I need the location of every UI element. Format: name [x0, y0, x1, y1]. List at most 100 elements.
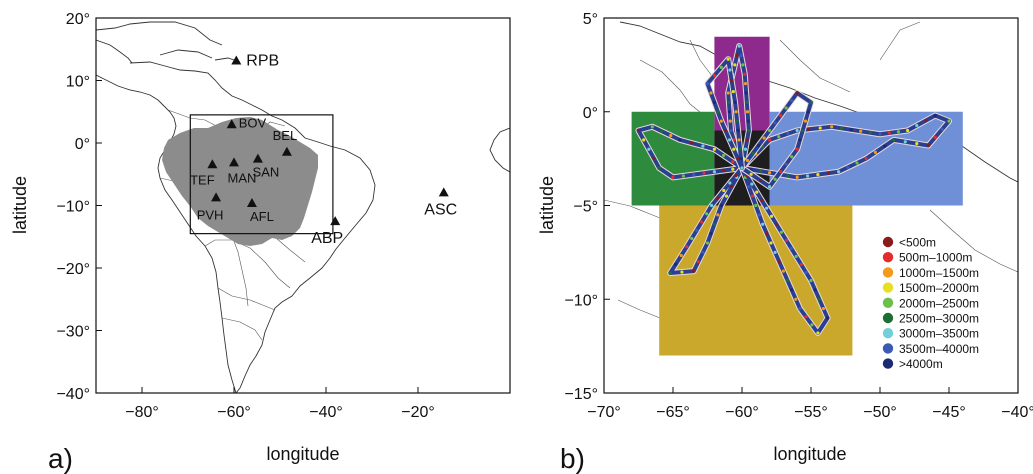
panel-a-y-tick-label: 0° — [75, 136, 90, 153]
altitude-sample-dot — [784, 162, 788, 166]
altitude-sample-dot — [735, 53, 739, 58]
altitude-sample-dot — [807, 127, 811, 131]
altitude-sample-dot — [926, 143, 930, 148]
site-marker-triangle — [252, 153, 263, 163]
legend-label: 3000m–3500m — [899, 327, 979, 341]
altitude-sample-dot — [805, 174, 810, 178]
panel-b-y-tick-label: 5° — [583, 11, 598, 28]
altitude-sample-dot — [817, 297, 821, 301]
altitude-sample-dot — [678, 138, 682, 142]
altitude-sample-dot — [743, 72, 747, 76]
panel-b-x-tick-label: −50° — [863, 404, 897, 421]
legend-swatch — [882, 343, 894, 354]
altitude-sample-dot — [690, 236, 694, 241]
altitude-sample-dot — [777, 135, 781, 139]
altitude-sample-dot — [705, 82, 710, 86]
altitude-sample-dot — [674, 262, 678, 266]
site-markers: RPB BOV BEL SAN TEF MAN PVH AFL ABP ASC — [190, 53, 457, 248]
altitude-sample-dot — [773, 177, 777, 181]
site-label-tef: TEF — [190, 172, 215, 187]
altitude-sample-dot — [650, 125, 654, 129]
altitude-sample-dot — [813, 288, 817, 292]
altitude-sample-dot — [761, 222, 765, 226]
altitude-sample-dot — [719, 203, 723, 208]
altitude-sample-dot — [734, 173, 738, 178]
altitude-sample-dot — [719, 65, 723, 69]
altitude-sample-dot — [685, 245, 689, 249]
altitude-sample-dot — [839, 126, 843, 130]
altitude-sample-dot — [712, 100, 717, 104]
legend-swatch — [882, 252, 894, 263]
panel-a-y-tick-label: −30° — [56, 324, 90, 341]
altitude-sample-dot — [757, 213, 761, 217]
altitude-sample-dot — [773, 250, 777, 254]
legend-label: <500m — [899, 236, 936, 250]
altitude-sample-dot — [722, 188, 726, 193]
altitude-sample-dot — [825, 316, 830, 320]
altitude-sample-dot — [692, 172, 696, 177]
altitude-sample-dot — [701, 250, 705, 254]
altitude-sample-dot — [855, 161, 859, 165]
altitude-sample-dot — [947, 119, 951, 123]
altitude-sample-dot — [761, 145, 765, 149]
legend-label: 2000m–2500m — [899, 296, 979, 310]
altitude-sample-dot — [768, 185, 772, 189]
altitude-sample-dot — [743, 147, 748, 151]
altitude-sample-dot — [728, 181, 732, 185]
altitude-sample-dot — [830, 125, 834, 129]
panel-a-y-tick-label: −40° — [56, 386, 90, 403]
altitude-sample-dot — [809, 100, 813, 104]
panel-a-x-tick-label: −80° — [125, 404, 159, 421]
altitude-sample-dot — [803, 119, 808, 123]
altitude-sample-dot — [735, 119, 739, 123]
panel-b-x-tick-label: −65° — [656, 404, 690, 421]
altitude-sample-dot — [751, 151, 755, 155]
altitude-sample-dot — [903, 140, 907, 144]
altitude-sample-dot — [809, 278, 813, 283]
altitude-sample-dot — [716, 213, 720, 217]
altitude-sample-dot — [804, 270, 808, 275]
panel-b-x-tick-label: −55° — [794, 404, 828, 421]
panel-b-y-tick-label: −10° — [564, 292, 598, 309]
altitude-sample-dot — [738, 147, 742, 151]
altitude-sample-dot — [790, 155, 794, 159]
panel-a-x-axis-label: longitude — [266, 444, 339, 464]
site-label-rpb: RPB — [246, 53, 279, 70]
site-label-bel: BEL — [273, 128, 298, 143]
altitude-sample-dot — [887, 131, 891, 135]
altitude-sample-dot — [712, 222, 717, 226]
altitude-sample-dot — [730, 185, 734, 189]
altitude-sample-dot — [701, 144, 705, 148]
site-marker-triangle — [330, 216, 341, 226]
altitude-sample-dot — [765, 232, 769, 236]
altitude-sample-dot — [873, 150, 878, 154]
altitude-sample-dot — [883, 144, 887, 148]
altitude-sample-dot — [779, 170, 783, 174]
altitude-sample-dot — [799, 262, 803, 267]
altitude-sample-dot — [716, 110, 720, 114]
altitude-sample-dot — [806, 110, 810, 114]
altitude-sample-dot — [747, 185, 751, 189]
altitude-sample-dot — [737, 138, 741, 142]
altitude-sample-dot — [816, 172, 820, 177]
altitude-sample-dot — [695, 228, 699, 232]
site-label-asc: ASC — [424, 201, 457, 218]
altitude-sample-dot — [795, 91, 799, 95]
panel-a-x-tick-label: −60° — [217, 404, 251, 421]
altitude-sample-dot — [642, 138, 646, 142]
altitude-sample-dot — [768, 128, 772, 133]
legend-swatch — [882, 236, 894, 248]
altitude-sample-dot — [736, 128, 740, 133]
altitude-sample-dot — [750, 194, 754, 198]
altitude-sample-dot — [730, 79, 734, 83]
altitude-sample-dot — [801, 128, 805, 133]
altitude-sample-dot — [734, 110, 738, 114]
altitude-sample-dot — [794, 297, 798, 301]
altitude-sample-dot — [762, 136, 766, 140]
panel-a-y-tick-label: −20° — [56, 261, 90, 278]
altitude-sample-dot — [692, 269, 696, 273]
altitude-sample-dot — [915, 142, 919, 146]
altitude-sample-dot — [741, 63, 745, 67]
altitude-sample-dot — [731, 160, 735, 164]
